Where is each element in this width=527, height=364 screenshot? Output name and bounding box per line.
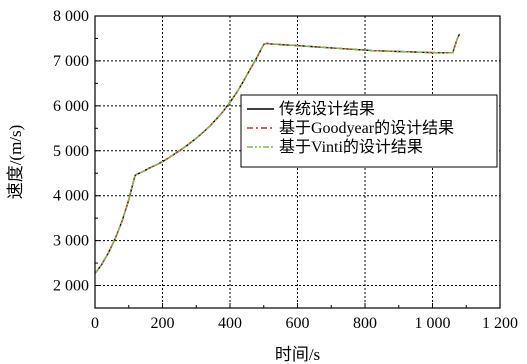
y-tick-label: 7 000 [53,53,89,70]
x-tick-label: 400 [218,315,242,332]
legend-label-3: 基于Vinti的设计结果 [279,138,423,156]
y-axis-label: 速度/(m/s) [6,125,25,200]
x-tick-label: 600 [286,315,310,332]
y-tick-label: 3 000 [53,233,89,250]
tick-labels: 0 200 400 600 800 1 000 1 200 2 000 3 000 4 000 5 … [53,8,518,332]
x-tick-label: 200 [151,315,175,332]
axis-ticks [94,15,501,309]
y-tick-label: 8 000 [53,8,89,25]
x-tick-label: 1 200 [482,315,518,332]
series-layer [94,33,461,274]
y-tick-label: 5 000 [53,143,89,160]
y-tick-label: 6 000 [53,98,89,115]
y-tick-label: 2 000 [53,278,89,295]
y-tick-label: 4 000 [53,188,89,205]
x-tick-label: 1 000 [415,315,451,332]
series-line-3 [94,33,461,274]
legend-label-1: 传统设计结果 [279,100,375,118]
x-axis-label: 时间/s [275,345,320,364]
legend-box [240,94,498,168]
legend-label-2: 基于Goodyear的设计结果 [279,119,454,137]
x-tick-label: 0 [91,315,99,332]
x-tick-label: 800 [353,315,377,332]
